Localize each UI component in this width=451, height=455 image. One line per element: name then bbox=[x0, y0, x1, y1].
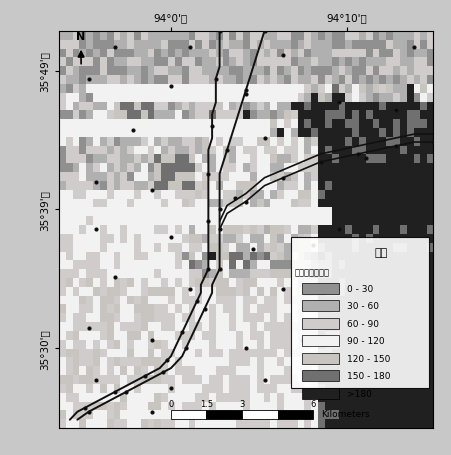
Text: 1.5: 1.5 bbox=[200, 399, 213, 408]
Bar bbox=[302, 353, 339, 364]
Text: 150 - 180: 150 - 180 bbox=[347, 371, 391, 380]
Bar bbox=[171, 410, 207, 419]
Text: >180: >180 bbox=[347, 389, 372, 398]
Text: 0: 0 bbox=[168, 399, 174, 408]
Text: 6: 6 bbox=[310, 399, 316, 408]
Text: 积雪日数（天）: 积雪日数（天） bbox=[295, 268, 330, 276]
Bar bbox=[242, 410, 278, 419]
Text: 30 - 60: 30 - 60 bbox=[347, 302, 379, 311]
Text: 120 - 150: 120 - 150 bbox=[347, 354, 390, 363]
Text: 3: 3 bbox=[239, 399, 245, 408]
Bar bbox=[302, 283, 339, 294]
Text: Kilometers: Kilometers bbox=[321, 410, 369, 418]
Bar bbox=[207, 410, 242, 419]
Bar bbox=[302, 388, 339, 399]
Text: 90 - 120: 90 - 120 bbox=[347, 337, 385, 345]
Text: 图例: 图例 bbox=[374, 248, 387, 258]
Bar bbox=[278, 410, 313, 419]
Text: N: N bbox=[77, 32, 86, 42]
Bar bbox=[302, 335, 339, 347]
Text: 60 - 90: 60 - 90 bbox=[347, 319, 379, 328]
Text: 0 - 30: 0 - 30 bbox=[347, 284, 373, 293]
Bar bbox=[302, 318, 339, 329]
Bar bbox=[302, 370, 339, 381]
Bar bbox=[302, 301, 339, 312]
Bar bbox=[291, 238, 429, 388]
